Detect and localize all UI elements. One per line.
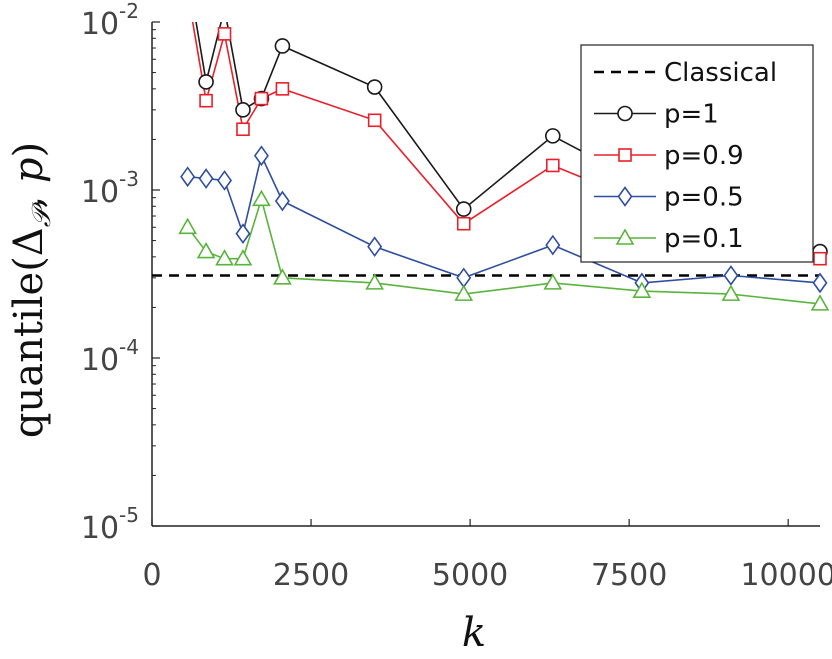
data-point-p=0.9 — [236, 122, 250, 137]
data-point-p=0.9 — [275, 82, 290, 96]
data-point-p=0.1 — [252, 189, 271, 207]
legend-label: Classical — [664, 58, 777, 88]
data-point-p=0.5 — [253, 145, 269, 167]
y-axis-label: quantile(Δ𝒫, p) — [6, 142, 57, 438]
data-point-p=0.5 — [456, 267, 472, 289]
data-point-p=0.5 — [274, 190, 290, 212]
data-point-p=0.5 — [723, 265, 739, 286]
y-label-suffix-b: ) — [6, 142, 52, 158]
data-point-p=0.5 — [235, 223, 251, 244]
data-point-p=0.1 — [273, 268, 292, 285]
data-point-p=0.9 — [367, 113, 382, 128]
legend-swatch-marker — [615, 228, 635, 245]
data-point-p=0.9 — [254, 91, 269, 106]
data-point-p=0.9 — [545, 158, 560, 173]
y-label-suffix-a: , — [6, 183, 52, 208]
data-point-p=0.9 — [813, 251, 827, 266]
data-point-p=0.9 — [217, 27, 232, 41]
data-point-p=0.1 — [233, 249, 253, 266]
data-point-p=0.5 — [180, 166, 196, 188]
axes-frame — [151, 22, 820, 527]
data-point-p=1 — [455, 201, 472, 217]
data-point-p=0.5 — [812, 272, 828, 294]
y-tick-label: 10-5 — [81, 503, 139, 546]
data-point-p=0.9 — [456, 216, 471, 231]
x-tick-label: 10000 — [740, 558, 832, 593]
data-point-p=0.1 — [810, 294, 830, 311]
data-point-p=0.1 — [178, 217, 198, 235]
axis-ticks: 0 2500 5000 7500 10000 10-5 10-4 10-3 10-2 — [81, 0, 832, 593]
data-point-p=0.1 — [215, 249, 234, 266]
y-label-delta: Δ — [6, 227, 52, 256]
legend-swatch-marker — [618, 148, 632, 162]
data-point-p=0.9 — [199, 93, 213, 108]
x-tick-label: 5000 — [432, 558, 508, 593]
y-label-prefix: quantile( — [6, 256, 52, 438]
data-point-p=1 — [198, 74, 214, 90]
legend-label: p=0.9 — [664, 141, 744, 171]
data-point-p=0.1 — [543, 273, 563, 290]
data-point-p=1 — [235, 102, 251, 118]
y-tick-label: 10-4 — [81, 335, 139, 378]
data-point-p=1 — [274, 38, 291, 54]
legend: Classical p=1 p=0.9 p=0.5 p=0.1 — [580, 44, 814, 263]
legend-swatch-marker — [617, 186, 633, 207]
data-point-p=0.1 — [454, 284, 474, 301]
data-point-p=0.1 — [721, 284, 741, 301]
x-tick-label: 7500 — [591, 558, 667, 593]
markers-layer — [178, 27, 830, 311]
x-tick-label: 0 — [142, 558, 161, 593]
data-point-p=0.5 — [198, 168, 214, 189]
legend-label: p=0.5 — [664, 183, 744, 213]
legend-label: p=0.1 — [664, 224, 744, 254]
y-tick-label: 10-3 — [81, 167, 139, 210]
data-point-p=0.1 — [365, 273, 385, 290]
data-point-p=0.1 — [632, 281, 652, 298]
x-tick-label: 2500 — [273, 558, 349, 593]
data-point-p=0.5 — [367, 236, 383, 258]
data-point-p=0.5 — [545, 234, 561, 256]
y-label-p: p — [6, 158, 52, 184]
legend-swatch-marker — [617, 105, 633, 122]
y-tick-label: 10-2 — [81, 0, 139, 42]
data-point-p=1 — [366, 79, 383, 95]
x-axis-label: k — [462, 610, 486, 656]
data-point-p=0.5 — [217, 170, 233, 191]
data-point-p=0.1 — [196, 241, 216, 259]
legend-label: p=1 — [664, 100, 719, 130]
data-point-p=1 — [544, 128, 561, 144]
